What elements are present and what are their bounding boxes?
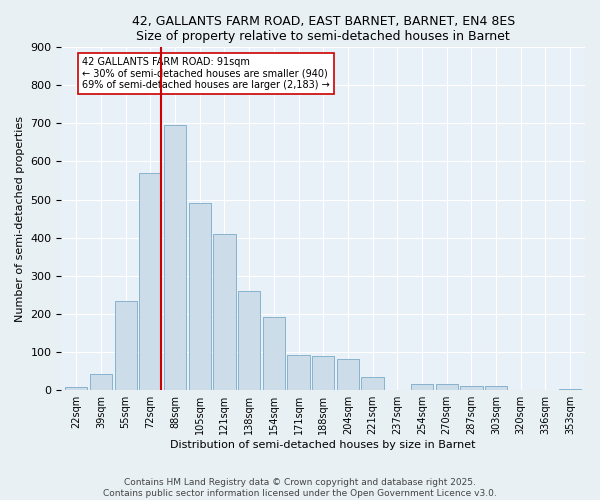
Bar: [361, 377, 384, 390]
Bar: [485, 386, 507, 390]
Y-axis label: Number of semi-detached properties: Number of semi-detached properties: [15, 116, 25, 322]
Bar: [460, 386, 482, 390]
Bar: [65, 387, 88, 390]
Bar: [559, 389, 581, 390]
Bar: [312, 356, 334, 390]
Bar: [90, 374, 112, 390]
Bar: [188, 204, 211, 390]
Title: 42, GALLANTS FARM ROAD, EAST BARNET, BARNET, EN4 8ES
Size of property relative t: 42, GALLANTS FARM ROAD, EAST BARNET, BAR…: [131, 15, 515, 43]
Bar: [287, 354, 310, 390]
Bar: [238, 291, 260, 390]
Text: 42 GALLANTS FARM ROAD: 91sqm
← 30% of semi-detached houses are smaller (940)
69%: 42 GALLANTS FARM ROAD: 91sqm ← 30% of se…: [82, 57, 330, 90]
X-axis label: Distribution of semi-detached houses by size in Barnet: Distribution of semi-detached houses by …: [170, 440, 476, 450]
Bar: [139, 173, 161, 390]
Bar: [115, 300, 137, 390]
Bar: [411, 384, 433, 390]
Bar: [436, 384, 458, 390]
Bar: [337, 358, 359, 390]
Text: Contains HM Land Registry data © Crown copyright and database right 2025.
Contai: Contains HM Land Registry data © Crown c…: [103, 478, 497, 498]
Bar: [164, 125, 186, 390]
Bar: [213, 234, 236, 390]
Bar: [263, 316, 285, 390]
